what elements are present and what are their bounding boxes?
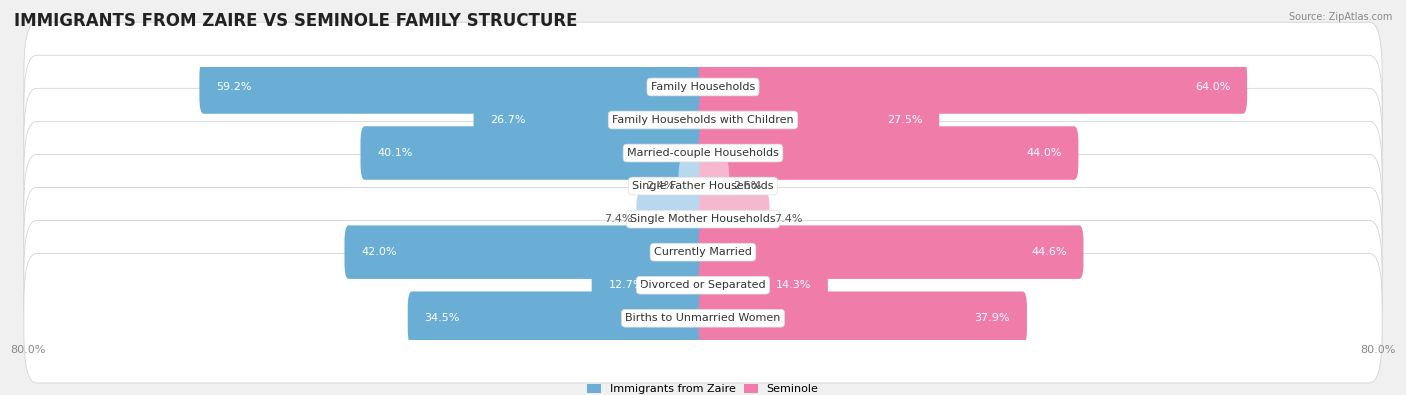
Text: 42.0%: 42.0% xyxy=(361,247,396,257)
FancyBboxPatch shape xyxy=(699,159,730,213)
FancyBboxPatch shape xyxy=(200,60,707,114)
FancyBboxPatch shape xyxy=(408,292,707,345)
Legend: Immigrants from Zaire, Seminole: Immigrants from Zaire, Seminole xyxy=(588,384,818,394)
FancyBboxPatch shape xyxy=(699,258,828,312)
Text: Family Households with Children: Family Households with Children xyxy=(612,115,794,125)
Text: Family Households: Family Households xyxy=(651,82,755,92)
Text: Divorced or Separated: Divorced or Separated xyxy=(640,280,766,290)
FancyBboxPatch shape xyxy=(699,292,1026,345)
FancyBboxPatch shape xyxy=(24,88,1382,218)
Text: 2.4%: 2.4% xyxy=(645,181,675,191)
Text: 12.7%: 12.7% xyxy=(609,280,644,290)
FancyBboxPatch shape xyxy=(24,187,1382,317)
FancyBboxPatch shape xyxy=(360,126,707,180)
Text: 27.5%: 27.5% xyxy=(887,115,922,125)
FancyBboxPatch shape xyxy=(699,126,1078,180)
Text: Source: ZipAtlas.com: Source: ZipAtlas.com xyxy=(1288,12,1392,22)
FancyBboxPatch shape xyxy=(699,60,1247,114)
FancyBboxPatch shape xyxy=(699,192,769,246)
FancyBboxPatch shape xyxy=(24,154,1382,284)
Text: Currently Married: Currently Married xyxy=(654,247,752,257)
Text: 64.0%: 64.0% xyxy=(1195,82,1230,92)
Text: Married-couple Households: Married-couple Households xyxy=(627,148,779,158)
Text: 40.1%: 40.1% xyxy=(377,148,413,158)
FancyBboxPatch shape xyxy=(24,254,1382,383)
Text: 44.0%: 44.0% xyxy=(1026,148,1062,158)
Text: 44.6%: 44.6% xyxy=(1031,247,1067,257)
Text: 7.4%: 7.4% xyxy=(773,214,803,224)
FancyBboxPatch shape xyxy=(699,226,1084,279)
FancyBboxPatch shape xyxy=(699,93,939,147)
FancyBboxPatch shape xyxy=(592,258,707,312)
Text: 2.6%: 2.6% xyxy=(734,181,762,191)
FancyBboxPatch shape xyxy=(24,121,1382,251)
FancyBboxPatch shape xyxy=(24,22,1382,152)
Text: IMMIGRANTS FROM ZAIRE VS SEMINOLE FAMILY STRUCTURE: IMMIGRANTS FROM ZAIRE VS SEMINOLE FAMILY… xyxy=(14,12,578,30)
Text: Single Father Households: Single Father Households xyxy=(633,181,773,191)
Text: 7.4%: 7.4% xyxy=(603,214,633,224)
FancyBboxPatch shape xyxy=(637,192,707,246)
FancyBboxPatch shape xyxy=(679,159,707,213)
Text: Single Mother Households: Single Mother Households xyxy=(630,214,776,224)
FancyBboxPatch shape xyxy=(24,55,1382,185)
Text: 14.3%: 14.3% xyxy=(776,280,811,290)
FancyBboxPatch shape xyxy=(344,226,707,279)
Text: 59.2%: 59.2% xyxy=(217,82,252,92)
FancyBboxPatch shape xyxy=(474,93,707,147)
Text: 26.7%: 26.7% xyxy=(491,115,526,125)
Text: Births to Unmarried Women: Births to Unmarried Women xyxy=(626,313,780,323)
FancyBboxPatch shape xyxy=(24,220,1382,350)
Text: 37.9%: 37.9% xyxy=(974,313,1010,323)
Text: 34.5%: 34.5% xyxy=(425,313,460,323)
